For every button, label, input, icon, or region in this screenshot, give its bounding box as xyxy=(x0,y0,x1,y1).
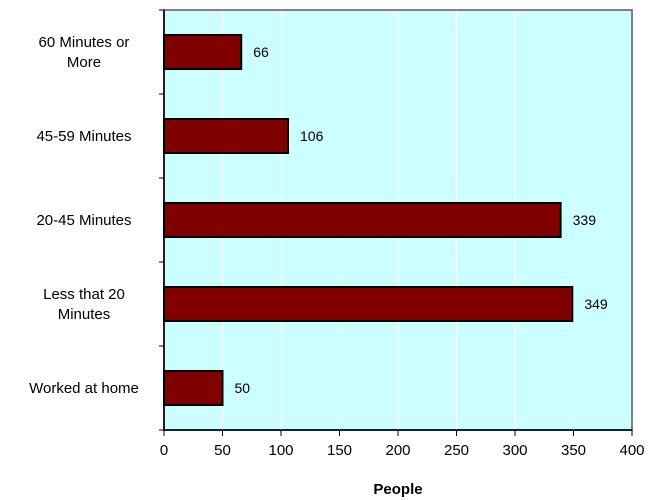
x-tick-label-350: 350 xyxy=(561,442,586,459)
category-label-2: 20-45 Minutes xyxy=(36,212,131,229)
data-label-4: 50 xyxy=(235,380,251,396)
x-tick-label-100: 100 xyxy=(268,442,293,459)
x-tick-label-400: 400 xyxy=(619,442,644,459)
bar-1 xyxy=(164,119,288,153)
x-axis-title: People xyxy=(373,481,422,498)
category-label-3: Less that 20 Minutes xyxy=(43,286,125,323)
x-tick-label-250: 250 xyxy=(444,442,469,459)
category-label-line: Worked at home xyxy=(29,380,139,397)
data-label-3: 349 xyxy=(584,296,608,312)
x-tick-label-200: 200 xyxy=(385,442,410,459)
data-label-0: 66 xyxy=(253,44,269,60)
bar-2 xyxy=(164,203,561,237)
category-label-line: 60 Minutes or xyxy=(39,34,130,51)
category-label-4: Worked at home xyxy=(29,380,139,397)
x-tick-label-300: 300 xyxy=(502,442,527,459)
bar-0 xyxy=(164,35,241,69)
x-tick-label-0: 0 xyxy=(160,442,168,459)
bar-4 xyxy=(164,371,223,405)
data-label-2: 339 xyxy=(573,212,597,228)
x-tick-label-150: 150 xyxy=(327,442,352,459)
category-label-0: 60 Minutes or More xyxy=(39,34,130,71)
category-label-line: 20-45 Minutes xyxy=(36,212,131,229)
category-label-line: More xyxy=(67,54,101,71)
category-label-line: 45-59 Minutes xyxy=(36,128,131,145)
data-label-1: 106 xyxy=(300,128,324,144)
bar-3 xyxy=(164,287,572,321)
category-label-line: Minutes xyxy=(58,306,111,323)
category-label-1: 45-59 Minutes xyxy=(36,128,131,145)
category-label-line: Less that 20 xyxy=(43,286,125,303)
x-tick-label-50: 50 xyxy=(214,442,231,459)
